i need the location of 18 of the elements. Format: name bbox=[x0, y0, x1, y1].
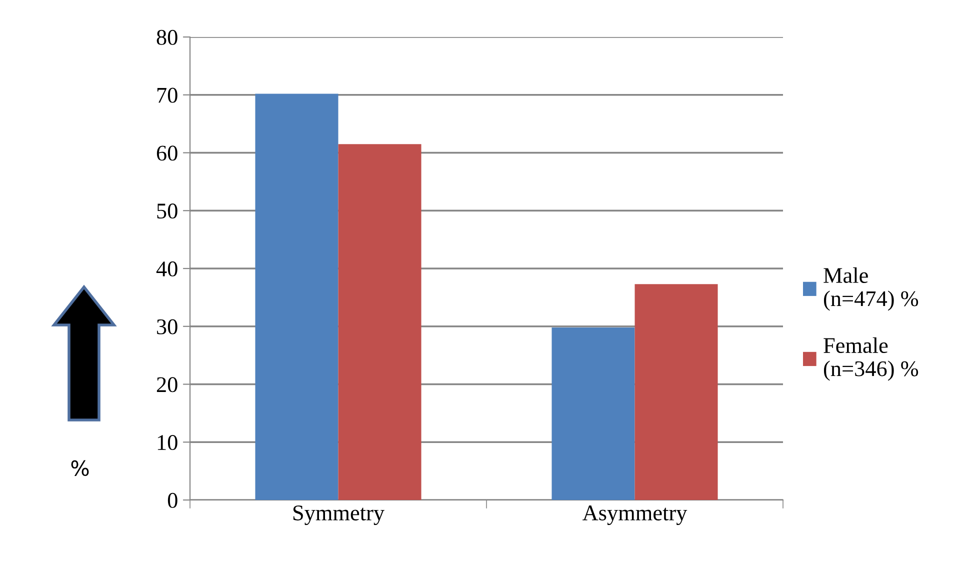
legend-label: Male (n=474) % bbox=[824, 267, 918, 311]
y-tick-label: 70 bbox=[157, 88, 178, 103]
y-tick-label: 40 bbox=[156, 261, 178, 276]
y-tick-label: 20 bbox=[156, 377, 178, 392]
legend-label: Female (n=346) % bbox=[824, 337, 918, 381]
y-tick-label: 10 bbox=[158, 435, 178, 450]
bar bbox=[338, 144, 422, 500]
y-tick-label: 30 bbox=[157, 319, 178, 334]
x-tick-label: Symmetry bbox=[293, 506, 384, 526]
x-tick-label: Asymmetry bbox=[582, 506, 688, 526]
y-tick-label: 50 bbox=[157, 204, 178, 219]
bar bbox=[552, 328, 635, 500]
y-axis-title: % bbox=[71, 460, 89, 476]
bar bbox=[634, 284, 718, 500]
y-tick-label: 80 bbox=[156, 30, 178, 45]
y-tick-label: 60 bbox=[156, 146, 178, 161]
y-tick-label: 0 bbox=[168, 492, 178, 508]
bar bbox=[255, 94, 338, 500]
